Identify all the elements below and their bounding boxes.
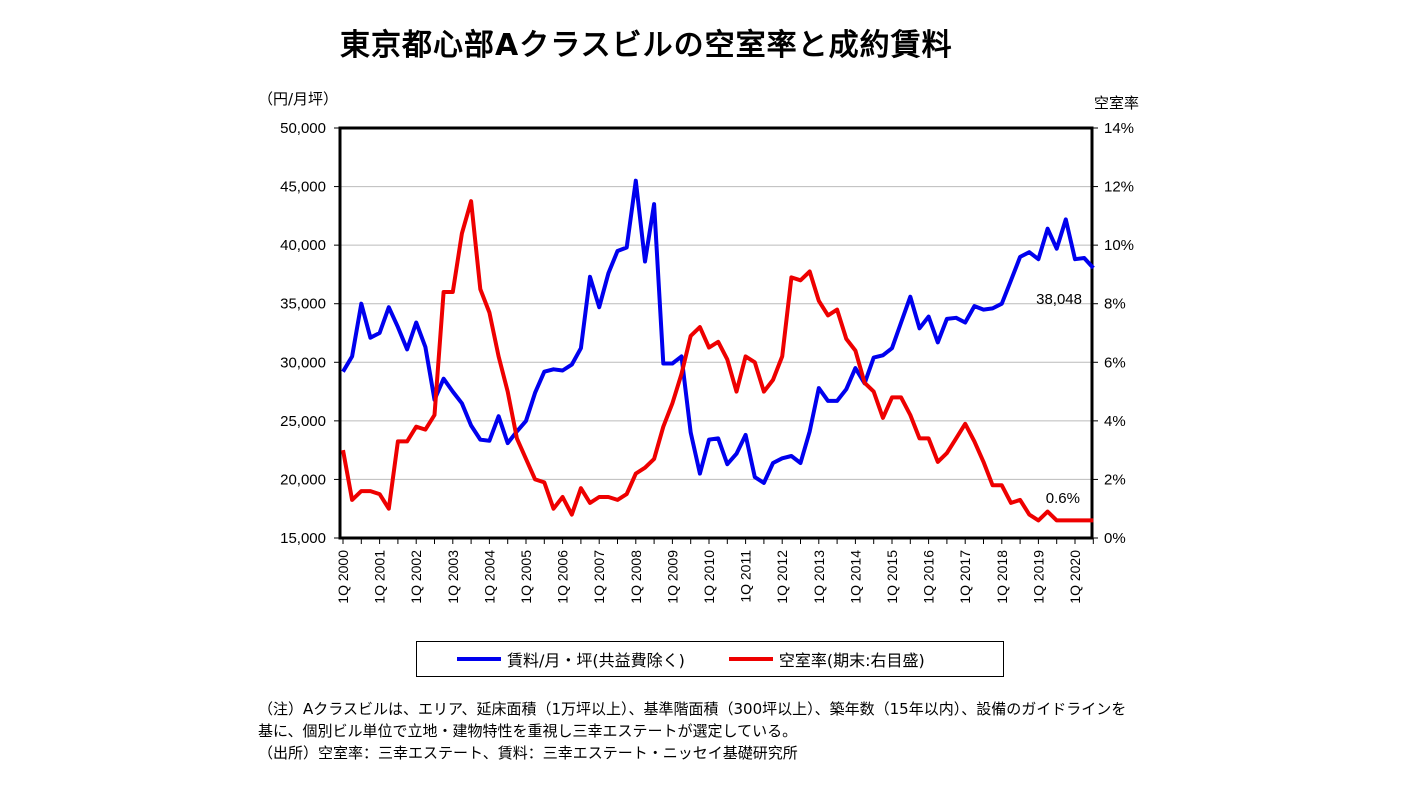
x-tick-label: 1Q 2012: [774, 550, 790, 604]
x-tick-label: 1Q 2019: [1030, 550, 1046, 604]
x-tick-label: 1Q 2017: [957, 550, 973, 604]
rent-line: [341, 178, 1095, 485]
legend-swatch-vacancy: [728, 657, 773, 661]
left-tick-label: 35,000: [280, 296, 326, 313]
legend-label-vacancy: 空室率(期末:右目盛): [778, 651, 925, 670]
left-tick-label: 15,000: [280, 530, 326, 547]
note-line: （注）Aクラスビルは、エリア、延床面積（1万坪以上）、基準階面積（300坪以上）…: [258, 700, 1127, 718]
right-tick-label: 8%: [1104, 296, 1126, 313]
right-tick-label: 14%: [1104, 120, 1134, 137]
legend-swatch-rent: [457, 657, 501, 661]
right-tick-label: 12%: [1104, 179, 1134, 196]
legend-label-rent: 賃料/月・坪(共益費除く): [507, 651, 685, 670]
x-tick-label: 1Q 2002: [408, 550, 424, 604]
x-tick-label: 1Q 2001: [372, 550, 388, 604]
right-axis-label: 空室率: [1094, 94, 1140, 112]
x-tick-label: 1Q 2006: [555, 550, 571, 604]
right-tick-label: 4%: [1104, 413, 1126, 430]
right-tick-label: 10%: [1104, 237, 1134, 254]
x-tick-label: 1Q 2014: [847, 550, 863, 604]
x-tick-label: 1Q 2004: [481, 550, 497, 604]
left-tick-label: 20,000: [280, 471, 326, 488]
left-tick-label: 25,000: [280, 413, 326, 430]
legend: 賃料/月・坪(共益費除く) 空室率(期末:右目盛): [416, 641, 1004, 677]
x-tick-label: 1Q 2009: [664, 550, 680, 604]
x-tick-label: 1Q 2010: [701, 550, 717, 604]
note-line: （出所）空室率：三幸エステート、賃料：三幸エステート・ニッセイ基礎研究所: [258, 744, 798, 762]
x-tick-label: 1Q 2007: [591, 550, 607, 604]
notes: （注）Aクラスビルは、エリア、延床面積（1万坪以上）、基準階面積（300坪以上）…: [258, 698, 1126, 764]
x-tick-label: 1Q 2011: [738, 550, 754, 603]
vacancy-line: [341, 199, 1094, 523]
left-tick-label: 40,000: [280, 237, 326, 254]
vacancy-annotation: 0.6%: [1046, 490, 1080, 507]
chart-title: 東京都心部Aクラスビルの空室率と成約賃料: [340, 28, 953, 63]
x-tick-label: 1Q 2015: [884, 550, 900, 604]
left-axis-label: （円/月坪）: [258, 90, 339, 108]
x-tick-label: 1Q 2008: [628, 550, 644, 604]
x-tick-label: 1Q 2000: [335, 550, 351, 604]
legend-item-vacancy: 空室率(期末:右目盛): [728, 647, 925, 671]
x-tick-label: 1Q 2003: [445, 550, 461, 604]
x-tick-label: 1Q 2013: [811, 550, 827, 604]
x-tick-label: 1Q 2020: [1067, 550, 1083, 604]
left-tick-label: 50,000: [280, 120, 326, 137]
x-tick-label: 1Q 2016: [921, 550, 937, 604]
right-tick-label: 6%: [1104, 354, 1126, 371]
plot-frame: [338, 126, 1094, 540]
right-tick-label: 0%: [1104, 530, 1126, 547]
note-line: 基に、個別ビル単位で立地・建物特性を重視し三幸エステートが選定している。: [258, 722, 798, 740]
legend-item-rent: 賃料/月・坪(共益費除く): [457, 647, 685, 671]
chart-plot: 15,000 0% 20,000 2% 25,000 4% 30,000 6% 35,000 8%…: [280, 120, 1134, 604]
left-tick-label: 45,000: [280, 179, 326, 196]
rent-annotation: 38,048: [1036, 291, 1082, 308]
right-tick-label: 2%: [1104, 471, 1126, 488]
left-tick-label: 30,000: [280, 354, 326, 371]
x-tick-label: 1Q 2005: [518, 550, 534, 604]
x-tick-label: 1Q 2018: [994, 550, 1010, 604]
